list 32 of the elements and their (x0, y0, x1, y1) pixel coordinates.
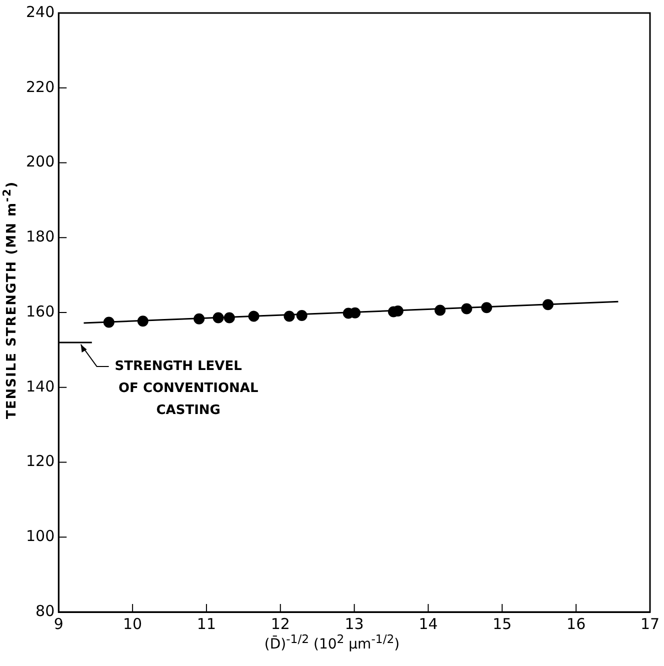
x-tick-label: 11 (196, 614, 216, 633)
y-tick-label: 80 (36, 602, 55, 620)
point (248, 310, 260, 322)
y-tick-label: 220 (26, 78, 55, 96)
annotation: STRENGTH LEVEL OF CONVENTIONAL CASTING (114, 358, 258, 418)
y-tick-label: 200 (26, 152, 55, 171)
x-tick-label: 17 (640, 614, 660, 633)
y-tick-label: 120 (26, 452, 55, 470)
point (481, 302, 492, 314)
y-tick-label: 140 (26, 377, 55, 396)
point (137, 316, 148, 327)
y-tick-label: 160 (26, 302, 55, 320)
point (194, 313, 205, 324)
x-tick-label: 12 (270, 614, 290, 633)
point (461, 303, 472, 314)
y-tick-label: 100 (26, 527, 55, 546)
x-tick-label: 10 (123, 614, 142, 633)
x-tick-label: 16 (566, 614, 586, 633)
y-tick-label: 240 (26, 2, 55, 21)
x-axis-title: (D̄)$^{-1/2}$ (10$^{2}$ μm$^{-1/2}$) (263, 632, 401, 653)
x-tick-label: 14 (418, 614, 438, 633)
x-tick-label: 9 (54, 614, 64, 633)
point (103, 316, 114, 328)
point (284, 310, 295, 322)
x-tick-label: 15 (492, 614, 512, 633)
point (212, 312, 224, 324)
y-tick-label: 180 (26, 228, 55, 246)
x-tick-label: 13 (344, 614, 364, 633)
point (542, 299, 554, 310)
point (224, 312, 235, 324)
point (296, 310, 308, 321)
point (434, 304, 446, 316)
